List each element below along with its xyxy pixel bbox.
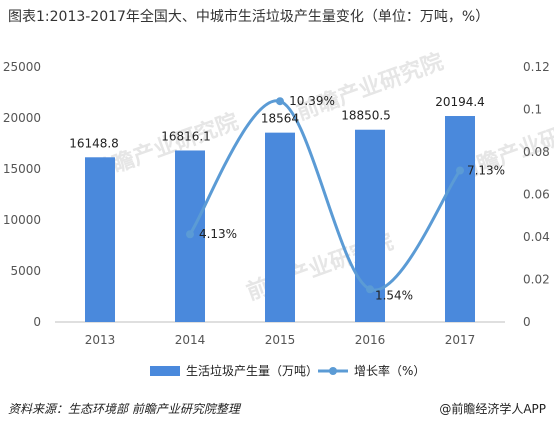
growth-point-2014 xyxy=(186,230,194,239)
bar-label-2014: 16816.1 xyxy=(161,129,211,143)
y-left-tick-0: 0 xyxy=(33,315,41,329)
y-right-tick-4: 0.08 xyxy=(523,145,550,159)
growth-line-path xyxy=(188,99,462,292)
y-right-tick-5: 0.1 xyxy=(523,103,542,117)
x-tick-1: 2014 xyxy=(175,333,206,347)
value-labels: 16148.8 16816.1 18564 18850.5 20194.4 4.13% 10… xyxy=(69,94,505,302)
bar-label-2013: 16148.8 xyxy=(69,136,119,150)
axes: 0 5000 10000 15000 20000 25000 0 0.02 0.04 0.06 0.… xyxy=(3,60,550,347)
y-left-tick-2: 10000 xyxy=(3,213,41,227)
y-left-tick-1: 5000 xyxy=(10,264,41,278)
bar-2015 xyxy=(265,132,295,322)
x-tick-2: 2015 xyxy=(265,333,296,347)
bars xyxy=(85,116,475,322)
chart-title: 图表1:2013-2017年全国大、中城市生活垃圾产生量变化（单位：万吨，%） xyxy=(8,9,490,25)
growth-point-2016 xyxy=(366,285,374,294)
growth-point-2017 xyxy=(456,166,464,175)
brand-credit: @前瞻经济学人APP xyxy=(439,402,546,416)
y-right-tick-2: 0.04 xyxy=(523,230,550,244)
y-left-tick-4: 20000 xyxy=(3,111,41,125)
y-left-tick-5: 25000 xyxy=(3,60,41,74)
legend-swatch-bar xyxy=(150,366,180,376)
bar-label-2016: 18850.5 xyxy=(341,109,391,123)
bar-2013 xyxy=(85,157,115,322)
growth-line xyxy=(186,97,464,294)
y-left-tick-3: 15000 xyxy=(3,162,41,176)
growth-label-2017: 7.13% xyxy=(467,163,505,177)
legend-label-bar: 生活垃圾产生量（万吨） xyxy=(186,363,318,378)
bar-2017 xyxy=(445,116,475,322)
legend: 生活垃圾产生量（万吨） 增长率（%） xyxy=(150,363,425,378)
legend-swatch-line-dot xyxy=(329,367,337,375)
growth-label-2014: 4.13% xyxy=(199,227,237,241)
x-tick-3: 2016 xyxy=(355,333,386,347)
growth-label-2016: 1.54% xyxy=(375,288,413,302)
bar-label-2017: 20194.4 xyxy=(435,95,485,109)
y-right-tick-6: 0.12 xyxy=(523,60,550,74)
y-right-tick-1: 0.02 xyxy=(523,273,550,287)
y-right-tick-0: 0 xyxy=(523,315,531,329)
growth-label-2015: 10.39% xyxy=(289,94,335,108)
growth-point-2015 xyxy=(276,97,284,106)
x-tick-4: 2017 xyxy=(445,333,476,347)
source-note: 资料来源：生态环境部 前瞻产业研究院整理 xyxy=(8,402,240,416)
x-tick-0: 2013 xyxy=(85,333,116,347)
legend-label-line: 增长率（%） xyxy=(354,363,425,378)
y-right-tick-3: 0.06 xyxy=(523,188,550,202)
bar-label-2015: 18564 xyxy=(261,112,299,126)
